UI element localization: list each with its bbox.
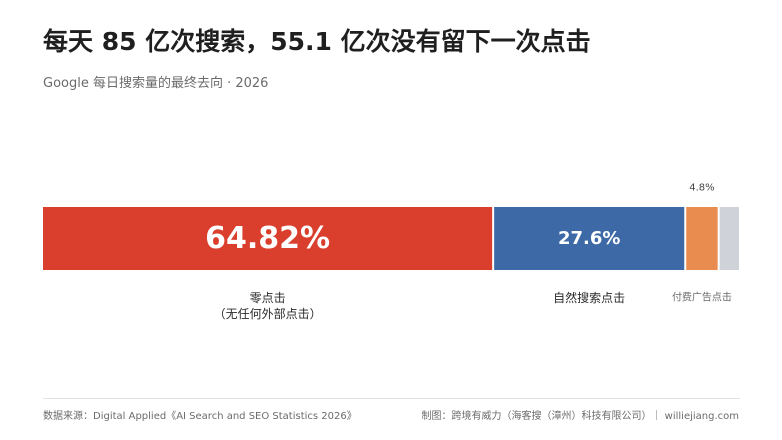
data-label-2: 27.6% — [558, 228, 620, 249]
category-label-1-line-1: 零点击 — [250, 291, 286, 305]
credit-note: 制图：跨境有威力（海客搜（漳州）科技有限公司）｜ williejiang.com — [421, 411, 739, 422]
category-label-1-line-2: （无任何外部点击） — [214, 306, 322, 321]
chart-subtitle: Google 每日搜索量的最终去向 · 2026 — [43, 76, 269, 91]
bar-segment-1 — [43, 207, 493, 270]
bar-segment-2 — [494, 207, 685, 270]
footer-divider — [43, 398, 740, 399]
category-label-3-line-1: 付费广告点击 — [672, 291, 732, 304]
source-note: 数据来源：Digital Applied《AI Search and SEO S… — [43, 411, 357, 422]
bar-segment-3 — [686, 207, 718, 270]
category-label-2-line-1: 自然搜索点击 — [553, 290, 625, 305]
data-label-3: 4.8% — [689, 183, 714, 194]
chart-title: 每天 85 亿次搜索，55.1 亿次没有留下一次点击 — [43, 27, 591, 56]
bar-segment-4 — [719, 207, 739, 270]
data-label-1: 64.82% — [205, 221, 330, 256]
